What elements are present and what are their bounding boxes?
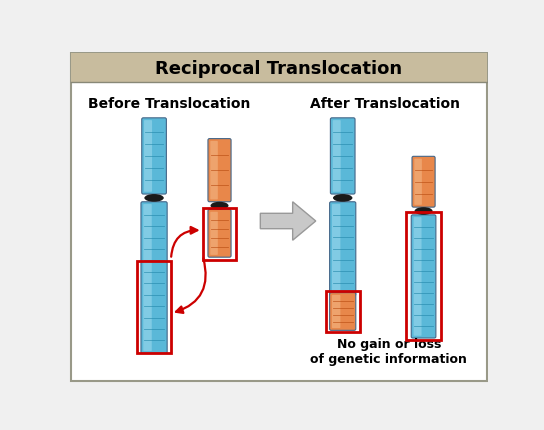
Bar [71, 53, 487, 83]
FancyBboxPatch shape [415, 159, 422, 205]
Ellipse shape [144, 194, 164, 202]
FancyBboxPatch shape [330, 202, 356, 296]
Ellipse shape [333, 194, 353, 202]
FancyBboxPatch shape [413, 217, 422, 336]
FancyBboxPatch shape [330, 118, 355, 194]
FancyBboxPatch shape [411, 215, 436, 338]
FancyBboxPatch shape [208, 209, 231, 257]
FancyBboxPatch shape [332, 295, 341, 328]
Bar [326, 291, 360, 332]
FancyBboxPatch shape [412, 157, 435, 207]
FancyBboxPatch shape [142, 118, 166, 194]
FancyBboxPatch shape [332, 204, 341, 293]
Text: Reciprocal Translocation: Reciprocal Translocation [155, 59, 403, 77]
FancyBboxPatch shape [143, 204, 152, 351]
Text: After Translocation: After Translocation [310, 97, 460, 111]
Bar [137, 261, 171, 353]
FancyBboxPatch shape [144, 120, 152, 192]
FancyBboxPatch shape [333, 120, 341, 192]
FancyBboxPatch shape [211, 212, 218, 255]
Ellipse shape [415, 207, 432, 215]
FancyBboxPatch shape [211, 141, 218, 200]
Bar [202, 208, 237, 260]
Text: Before Translocation: Before Translocation [88, 97, 251, 111]
Polygon shape [261, 202, 316, 240]
FancyBboxPatch shape [208, 138, 231, 202]
Ellipse shape [211, 202, 228, 209]
FancyBboxPatch shape [141, 202, 167, 353]
FancyBboxPatch shape [330, 292, 356, 330]
Text: No gain or loss
of genetic information: No gain or loss of genetic information [311, 338, 467, 366]
Bar [406, 212, 441, 341]
